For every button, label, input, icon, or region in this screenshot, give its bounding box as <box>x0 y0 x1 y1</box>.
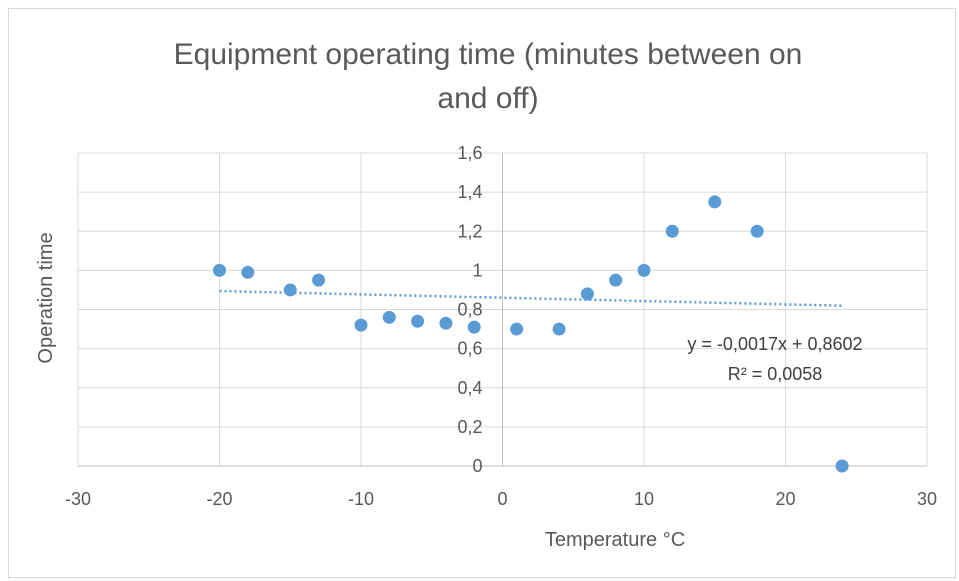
y-tick-label: 0,2 <box>457 417 482 437</box>
data-point <box>439 316 453 330</box>
data-point <box>467 320 481 334</box>
trendline <box>219 289 843 307</box>
data-point <box>835 459 849 473</box>
x-tick-label: 0 <box>497 489 507 509</box>
x-tick-label: -10 <box>348 489 374 509</box>
data-point <box>609 273 623 287</box>
x-axis-title: Temperature °C <box>545 529 685 551</box>
x-tick-label: 20 <box>775 489 795 509</box>
data-point <box>241 265 255 279</box>
x-tick-label: -30 <box>65 489 91 509</box>
y-tick-label: 1,6 <box>457 143 482 163</box>
x-tick-label: 10 <box>634 489 654 509</box>
y-tick-labels: 0 0,2 0,4 0,6 0,8 1 1,2 1,4 1,6 <box>457 143 482 476</box>
data-point <box>580 287 594 301</box>
trendline-r-squared: R² = 0,0058 <box>728 364 823 384</box>
data-point <box>382 310 396 324</box>
chart-title-line-1: Equipment operating time (minutes betwee… <box>174 38 803 71</box>
chart-title-line-2: and off) <box>437 82 538 115</box>
y-tick-label: 0,8 <box>457 300 482 320</box>
axes <box>78 153 927 467</box>
trendline-equation: y = -0,0017x + 0,8602 <box>687 334 862 354</box>
trendline-group <box>219 289 843 307</box>
y-tick-label: 1,4 <box>457 182 482 202</box>
y-tick-label: 1 <box>472 260 482 280</box>
data-point <box>708 195 722 209</box>
data-point <box>750 224 764 238</box>
y-tick-label: 1,2 <box>457 221 482 241</box>
y-tick-label: 0,4 <box>457 378 482 398</box>
data-point <box>552 322 566 336</box>
x-tick-label: -20 <box>206 489 232 509</box>
data-point <box>665 224 679 238</box>
y-tick-label: 0 <box>472 456 482 476</box>
chart-frame <box>8 8 956 578</box>
x-tick-label: 30 <box>917 489 937 509</box>
x-tick-labels: -30 -20 -10 0 10 20 30 <box>65 489 937 509</box>
y-tick-label: 0,6 <box>457 339 482 359</box>
data-point <box>637 263 651 277</box>
data-point <box>312 273 326 287</box>
data-point <box>283 283 297 297</box>
y-axis-title: Operation time <box>35 232 57 363</box>
data-point <box>213 263 226 277</box>
data-point <box>354 318 368 332</box>
data-point <box>510 322 524 336</box>
data-point <box>411 314 425 328</box>
data-points <box>213 195 849 473</box>
